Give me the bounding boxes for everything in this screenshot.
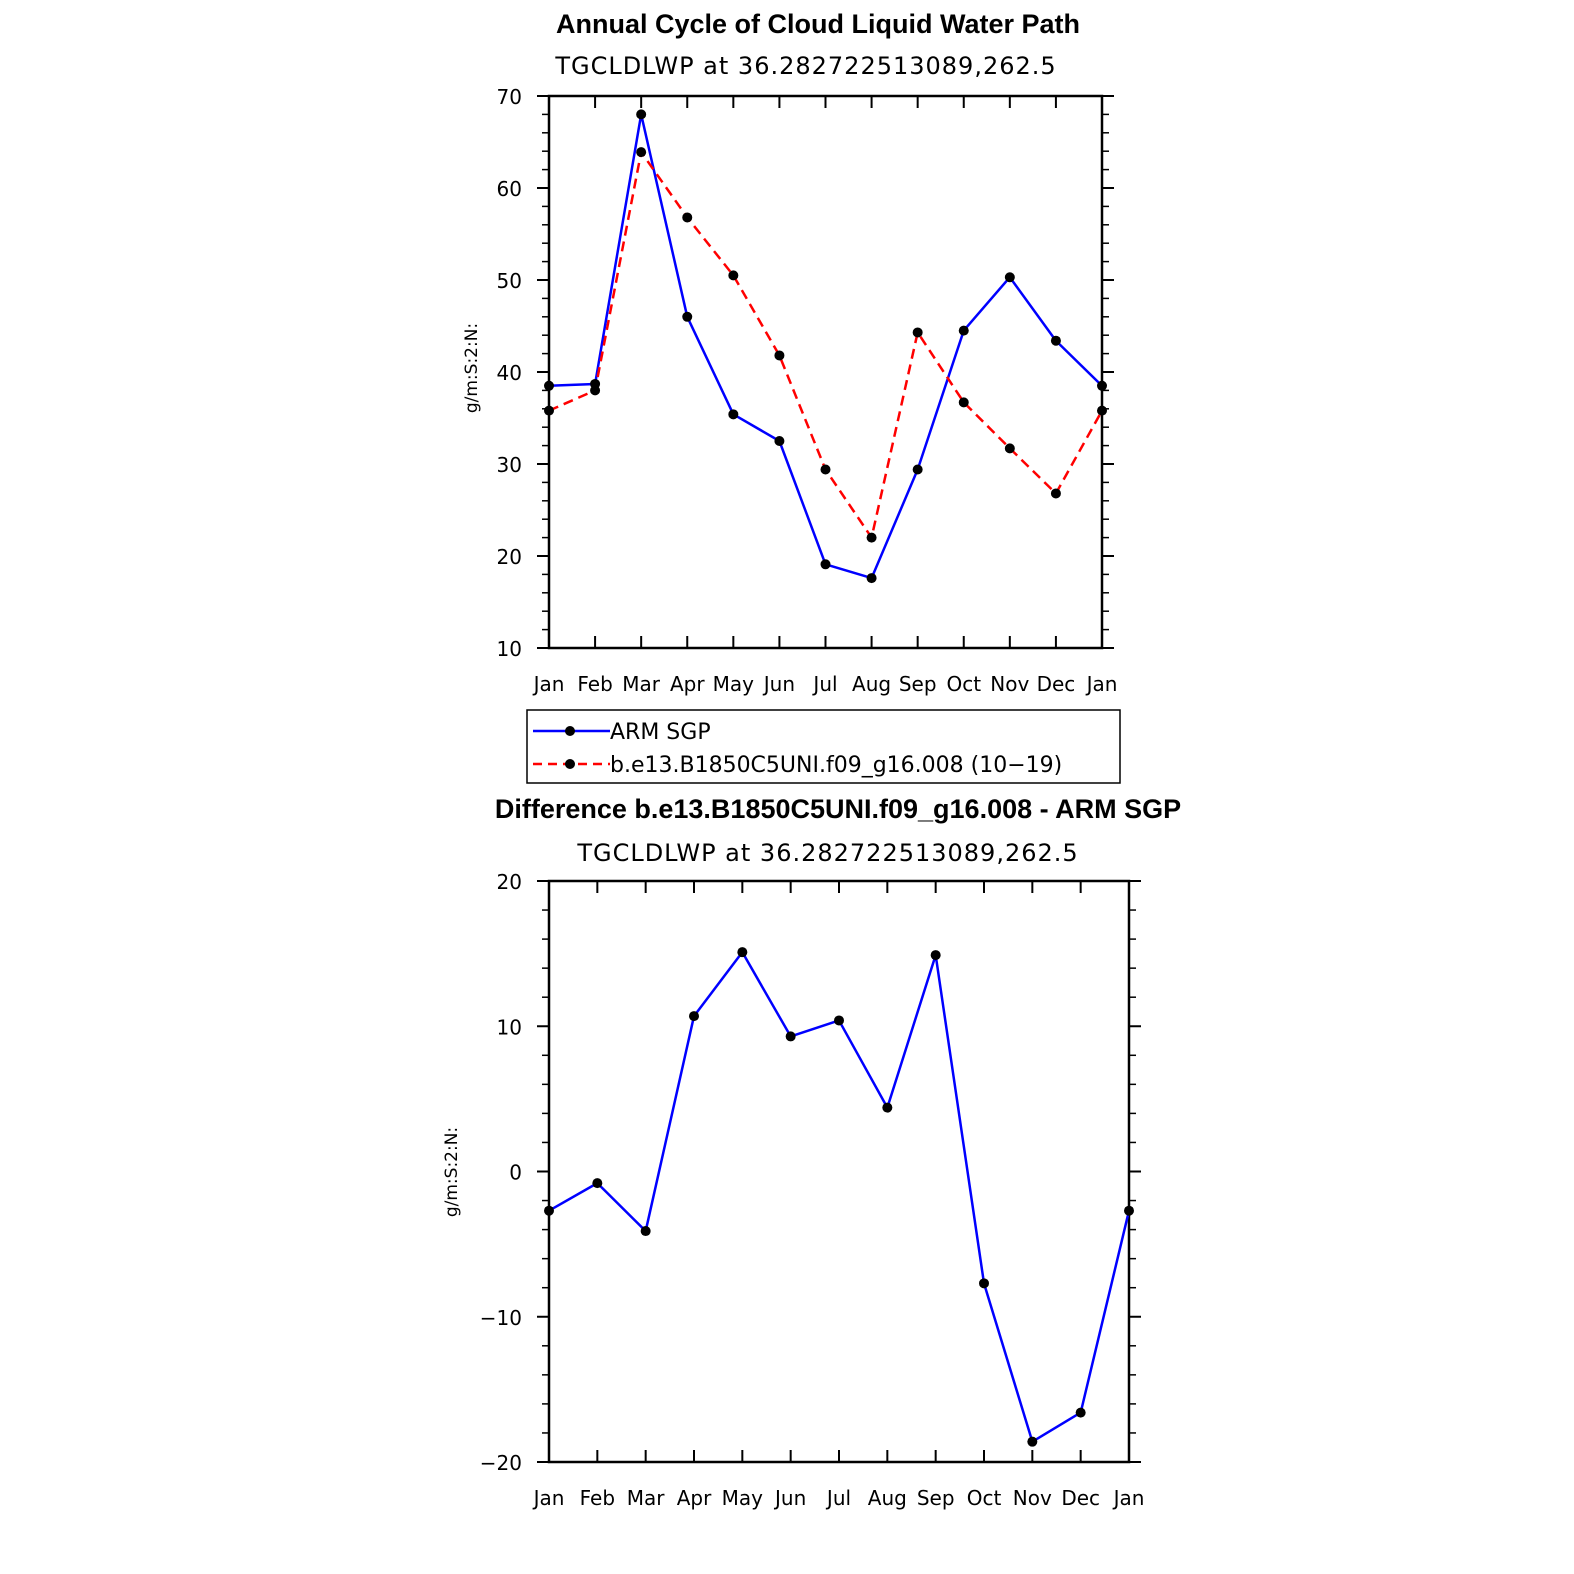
data-point: [912, 464, 923, 475]
x-tick-label: Dec: [1037, 672, 1076, 696]
data-point: [544, 405, 554, 416]
x-tick-label: Sep: [917, 1486, 955, 1510]
legend-marker-model: [565, 759, 575, 769]
x-tick-label: Jan: [532, 672, 565, 696]
x-tick-label: Apr: [677, 1486, 712, 1510]
y-tick-label: −10: [480, 1306, 522, 1330]
y-tick-label: 40: [497, 361, 522, 385]
series-line-1: [548, 150, 1104, 539]
plot-axes: Jan Feb Mar Apr May Jun Jul Aug Sep Oct Nov Dec Jan−…: [480, 870, 1145, 1510]
data-point: [979, 1278, 989, 1289]
data-point: [930, 950, 941, 961]
data-point: [682, 311, 693, 322]
annual-cycle-chart: Annual Cycle of Cloud Liquid Water Path …: [462, 9, 1117, 696]
series-line-0: [548, 950, 1131, 1443]
data-point: [958, 325, 969, 336]
data-point: [834, 1015, 844, 1026]
data-point: [1075, 1407, 1086, 1418]
data-point: [590, 385, 601, 396]
difference-chart: Difference b.e13.B1850C5UNI.f09_g16.008 …: [442, 794, 1181, 1510]
data-point: [1097, 405, 1107, 416]
x-tick-label: Feb: [580, 1486, 615, 1510]
y-tick-label: −20: [480, 1451, 522, 1475]
legend-label-model: b.e13.B1850C5UNI.f09_g16.008 (10−19): [610, 753, 1062, 778]
data-point: [820, 559, 831, 570]
data-point: [912, 327, 923, 338]
y-tick-label: 50: [497, 269, 522, 293]
legend-marker-arm-sgp: [565, 726, 575, 736]
data-point: [592, 1178, 603, 1189]
plot-series: [544, 109, 1107, 584]
plot-axes: Jan Feb Mar Apr May Jun Jul Aug Sep Oct Nov Dec Jan 1…: [497, 85, 1118, 696]
x-tick-label: Sep: [899, 672, 937, 696]
data-point: [728, 409, 739, 420]
y-tick-label: 30: [497, 453, 522, 477]
data-point: [1050, 488, 1061, 499]
y-tick-label: 60: [497, 177, 522, 201]
x-tick-label: Jan: [532, 1486, 565, 1510]
y-tick-label: 10: [497, 637, 522, 661]
x-tick-label: Aug: [852, 672, 891, 696]
data-point: [958, 397, 969, 408]
data-point: [636, 147, 647, 158]
data-point: [1027, 1436, 1038, 1447]
data-point: [689, 1011, 699, 1022]
x-tick-label: Mar: [627, 1486, 666, 1510]
x-tick-label: Nov: [990, 672, 1029, 696]
y-axis-label: g/m:S:2:N:: [462, 323, 482, 413]
data-point: [785, 1031, 796, 1042]
x-tick-label: Jan: [1112, 1486, 1145, 1510]
y-tick-label: 20: [497, 870, 522, 894]
x-tick-label: Aug: [868, 1486, 907, 1510]
x-tick-label: May: [722, 1486, 764, 1510]
x-tick-label: Feb: [577, 672, 612, 696]
x-tick-label: Mar: [622, 672, 661, 696]
y-tick-label: 0: [509, 1161, 522, 1185]
data-point: [682, 212, 693, 223]
plot-frame: [547, 879, 1131, 1464]
x-tick-label: Oct: [946, 672, 981, 696]
chart-subtitle: TGCLDLWP at 36.282722513089,262.5: [554, 52, 1056, 80]
data-point: [774, 350, 785, 361]
data-point: [1097, 380, 1107, 391]
data-point: [544, 380, 554, 391]
data-point: [1004, 272, 1015, 283]
data-point: [544, 1205, 554, 1216]
y-axis-label: g/m:S:2:N:: [442, 1127, 462, 1217]
x-tick-label: Oct: [967, 1486, 1002, 1510]
y-tick-label: 20: [497, 545, 522, 569]
x-tick-label: Dec: [1061, 1486, 1100, 1510]
legend-box: [526, 709, 1121, 784]
series-line-0: [548, 113, 1103, 580]
data-point: [728, 270, 739, 281]
data-point: [1004, 443, 1015, 454]
data-point: [866, 573, 877, 584]
y-tick-label: 10: [497, 1015, 522, 1039]
plot-series: [544, 947, 1134, 1447]
x-tick-label: Jul: [825, 1486, 851, 1510]
data-point: [1050, 335, 1061, 346]
legend: ARM SGP b.e13.B1850C5UNI.f09_g16.008 (10…: [526, 709, 1121, 784]
data-point: [1124, 1205, 1134, 1216]
x-tick-label: Jan: [1085, 672, 1118, 696]
x-tick-label: Jun: [762, 672, 795, 696]
x-tick-label: Nov: [1013, 1486, 1052, 1510]
data-point: [866, 532, 877, 543]
data-point: [820, 464, 831, 475]
x-tick-label: May: [713, 672, 755, 696]
data-point: [882, 1102, 893, 1113]
data-point: [774, 436, 785, 446]
x-tick-label: Jun: [773, 1486, 806, 1510]
chart-title: Difference b.e13.B1850C5UNI.f09_g16.008 …: [495, 794, 1181, 824]
x-tick-label: Jul: [811, 672, 837, 696]
x-tick-label: Apr: [670, 672, 705, 696]
chart-title: Annual Cycle of Cloud Liquid Water Path: [556, 9, 1080, 39]
legend-label-arm-sgp: ARM SGP: [610, 720, 711, 745]
y-tick-label: 70: [497, 85, 522, 109]
data-point: [640, 1226, 651, 1237]
chart-subtitle: TGCLDLWP at 36.282722513089,262.5: [576, 839, 1078, 867]
data-point: [636, 109, 647, 120]
data-point: [737, 947, 748, 958]
